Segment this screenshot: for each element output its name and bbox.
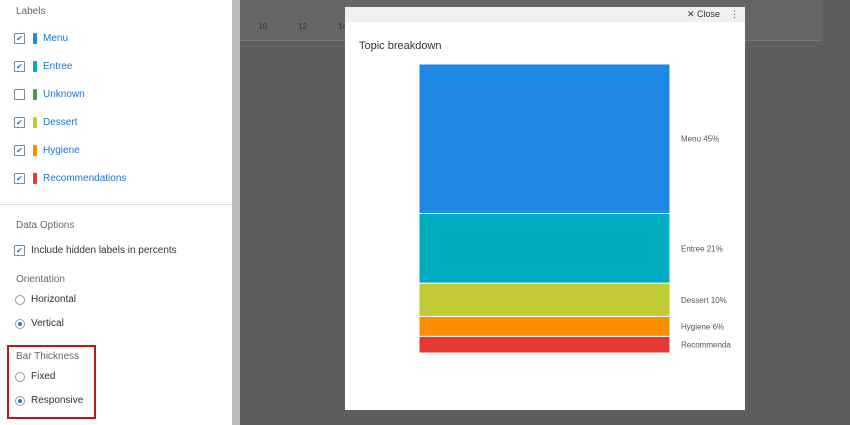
data-label: Recommenda xyxy=(681,341,731,350)
radio-text: Vertical xyxy=(31,318,64,329)
section-heading: Bar Thickness xyxy=(16,351,80,362)
radio[interactable] xyxy=(15,294,25,305)
highlight-box xyxy=(7,345,96,419)
modal-header: ✕ Close ⋮ xyxy=(345,7,745,22)
label-text: Menu xyxy=(43,33,69,44)
label-text: Hygiene xyxy=(43,145,80,156)
section-heading: Orientation xyxy=(16,274,65,285)
radio-dot xyxy=(18,398,22,403)
radio-row[interactable]: Vertical xyxy=(15,318,64,329)
checkbox[interactable]: ✔ xyxy=(14,117,25,128)
chart: Topic breakdown Menu 45% Entree 21% Desser… xyxy=(359,40,731,354)
data-label: Dessert 10% xyxy=(681,296,727,305)
label-swatch xyxy=(33,61,37,72)
option-text: Include hidden labels in percents xyxy=(31,245,177,256)
checkbox[interactable]: ✔ xyxy=(14,61,25,72)
axis-label: 12 xyxy=(298,22,307,31)
label-swatch xyxy=(33,145,37,156)
label-row[interactable]: ✔ Hygiene xyxy=(14,145,80,156)
modal: ✕ Close ⋮ Topic breakdown Menu 45% Entree … xyxy=(345,7,745,410)
label-row[interactable]: ✔ Dessert xyxy=(14,117,77,128)
section-heading: Labels xyxy=(16,6,46,17)
checkbox[interactable]: ✔ xyxy=(14,245,25,256)
label-text: Dessert xyxy=(43,117,78,128)
label-text: Recommendations xyxy=(43,173,127,184)
bar-segment xyxy=(418,282,671,317)
checkbox[interactable]: ✔ xyxy=(14,145,25,156)
checkbox[interactable]: ✔ xyxy=(14,33,25,44)
label-text: Entree xyxy=(43,61,73,72)
axis-label: 14 xyxy=(338,22,347,31)
close-button[interactable]: ✕ Close xyxy=(686,9,720,19)
radio[interactable] xyxy=(15,395,25,406)
label-row[interactable]: ✔ Entree xyxy=(14,61,72,72)
radio-text: Fixed xyxy=(31,371,56,382)
label-row[interactable]: ✔ Recommendations xyxy=(14,173,126,184)
separator xyxy=(0,204,232,205)
bar-segment xyxy=(418,335,671,354)
label-swatch xyxy=(33,173,37,184)
label-row[interactable]: ✔ Menu xyxy=(14,33,68,44)
radio-text: Horizontal xyxy=(31,294,77,305)
data-label: Menu 45% xyxy=(681,135,719,144)
checkbox[interactable] xyxy=(14,89,25,100)
label-swatch xyxy=(33,117,37,128)
radio-dot xyxy=(18,321,22,326)
data-label: Hygiene 6% xyxy=(681,322,724,331)
option-row[interactable]: ✔ Include hidden labels in percents xyxy=(14,245,177,256)
scrollbar xyxy=(232,0,240,425)
close-label[interactable]: Close xyxy=(696,9,720,19)
label-row[interactable]: Unknown xyxy=(14,89,85,100)
axis-label: 10 xyxy=(258,22,267,31)
radio-text: Responsive xyxy=(31,395,84,406)
label-swatch xyxy=(33,33,37,44)
radio-row[interactable]: Fixed xyxy=(15,371,55,382)
menu-icon[interactable]: ⋮ xyxy=(730,9,739,19)
radio-row[interactable]: Responsive xyxy=(15,395,83,406)
bar-segment xyxy=(418,63,671,214)
sidebar: Labels ✔ Menu ✔ Entree Unknown ✔ Dessert ✔ Hygien… xyxy=(0,0,232,425)
radio[interactable] xyxy=(15,318,25,329)
radio-row[interactable]: Horizontal xyxy=(15,294,76,305)
label-swatch xyxy=(33,89,37,100)
radio[interactable] xyxy=(15,371,25,382)
label-text: Unknown xyxy=(43,89,85,100)
data-label: Entree 21% xyxy=(681,244,723,253)
bar-segment xyxy=(418,212,671,284)
bar-segment xyxy=(418,315,671,337)
chart-title: Topic breakdown xyxy=(359,40,442,52)
checkbox[interactable]: ✔ xyxy=(14,173,25,184)
section-heading: Data Options xyxy=(16,220,75,231)
